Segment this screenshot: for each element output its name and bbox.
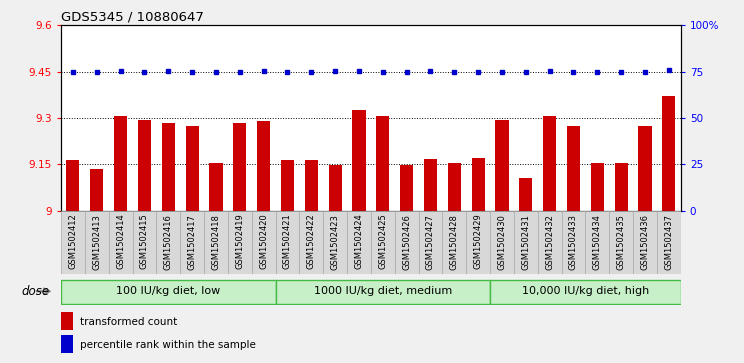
Text: GSM1502430: GSM1502430 — [498, 214, 507, 270]
Bar — [66, 160, 80, 211]
Bar — [496, 119, 509, 211]
Bar — [448, 163, 461, 211]
Text: percentile rank within the sample: percentile rank within the sample — [80, 340, 255, 350]
Bar — [353, 110, 365, 211]
Bar — [204, 211, 228, 274]
Bar — [514, 211, 538, 274]
FancyBboxPatch shape — [490, 280, 681, 303]
Text: GDS5345 / 10880647: GDS5345 / 10880647 — [61, 11, 204, 24]
Bar — [132, 211, 156, 274]
Bar — [490, 211, 514, 274]
Bar — [519, 178, 533, 211]
Bar — [209, 163, 222, 211]
Bar — [185, 126, 199, 211]
Text: GSM1502428: GSM1502428 — [450, 214, 459, 270]
Bar — [281, 160, 294, 211]
Bar — [562, 211, 586, 274]
Text: GSM1502426: GSM1502426 — [403, 214, 411, 270]
Text: GSM1502419: GSM1502419 — [235, 214, 244, 269]
Bar — [400, 165, 413, 211]
Text: GSM1502431: GSM1502431 — [522, 214, 530, 270]
Bar — [662, 97, 676, 211]
Text: GSM1502420: GSM1502420 — [259, 214, 268, 269]
Bar — [538, 211, 562, 274]
FancyBboxPatch shape — [61, 280, 275, 303]
Text: GSM1502422: GSM1502422 — [307, 214, 315, 269]
Bar — [633, 211, 657, 274]
FancyBboxPatch shape — [275, 280, 490, 303]
Bar — [61, 211, 85, 274]
Bar — [472, 158, 484, 211]
Bar — [419, 211, 443, 274]
Text: GSM1502429: GSM1502429 — [474, 214, 483, 269]
Bar — [323, 211, 347, 274]
Bar — [305, 160, 318, 211]
Text: dose: dose — [22, 285, 50, 298]
Text: GSM1502415: GSM1502415 — [140, 214, 149, 269]
Bar — [233, 123, 246, 211]
Bar — [347, 211, 371, 274]
Text: GSM1502437: GSM1502437 — [664, 214, 673, 270]
Bar — [109, 211, 132, 274]
Bar — [376, 117, 389, 211]
Bar — [591, 163, 604, 211]
Text: GSM1502416: GSM1502416 — [164, 214, 173, 270]
Bar — [161, 123, 175, 211]
Text: GSM1502435: GSM1502435 — [617, 214, 626, 270]
Bar — [228, 211, 251, 274]
Text: 10,000 IU/kg diet, high: 10,000 IU/kg diet, high — [522, 286, 649, 296]
Bar — [466, 211, 490, 274]
Bar — [90, 169, 103, 211]
Bar — [424, 159, 437, 211]
Bar — [329, 165, 341, 211]
Text: transformed count: transformed count — [80, 317, 177, 327]
Text: GSM1502436: GSM1502436 — [641, 214, 650, 270]
Bar — [275, 211, 299, 274]
Text: GSM1502423: GSM1502423 — [330, 214, 339, 270]
Bar — [371, 211, 395, 274]
Bar — [61, 312, 74, 330]
Bar — [609, 211, 633, 274]
Text: GSM1502432: GSM1502432 — [545, 214, 554, 270]
Bar — [567, 126, 580, 211]
Text: GSM1502412: GSM1502412 — [68, 214, 77, 269]
Bar — [395, 211, 419, 274]
Text: GSM1502418: GSM1502418 — [211, 214, 220, 270]
Bar — [114, 117, 127, 211]
Bar — [543, 117, 557, 211]
Bar — [657, 211, 681, 274]
Bar — [156, 211, 180, 274]
Text: GSM1502434: GSM1502434 — [593, 214, 602, 270]
Text: GSM1502417: GSM1502417 — [187, 214, 196, 270]
Text: 100 IU/kg diet, low: 100 IU/kg diet, low — [116, 286, 220, 296]
Text: GSM1502421: GSM1502421 — [283, 214, 292, 269]
Bar — [180, 211, 204, 274]
Bar — [251, 211, 275, 274]
Bar — [85, 211, 109, 274]
Bar — [586, 211, 609, 274]
Bar — [299, 211, 323, 274]
Text: 1000 IU/kg diet, medium: 1000 IU/kg diet, medium — [314, 286, 452, 296]
Bar — [61, 335, 74, 354]
Text: GSM1502414: GSM1502414 — [116, 214, 125, 269]
Bar — [615, 163, 628, 211]
Text: GSM1502427: GSM1502427 — [426, 214, 435, 270]
Bar — [138, 119, 151, 211]
Bar — [257, 121, 270, 211]
Bar — [638, 126, 652, 211]
Text: GSM1502433: GSM1502433 — [569, 214, 578, 270]
Text: GSM1502413: GSM1502413 — [92, 214, 101, 270]
Bar — [443, 211, 466, 274]
Text: GSM1502425: GSM1502425 — [378, 214, 388, 269]
Text: GSM1502424: GSM1502424 — [354, 214, 364, 269]
